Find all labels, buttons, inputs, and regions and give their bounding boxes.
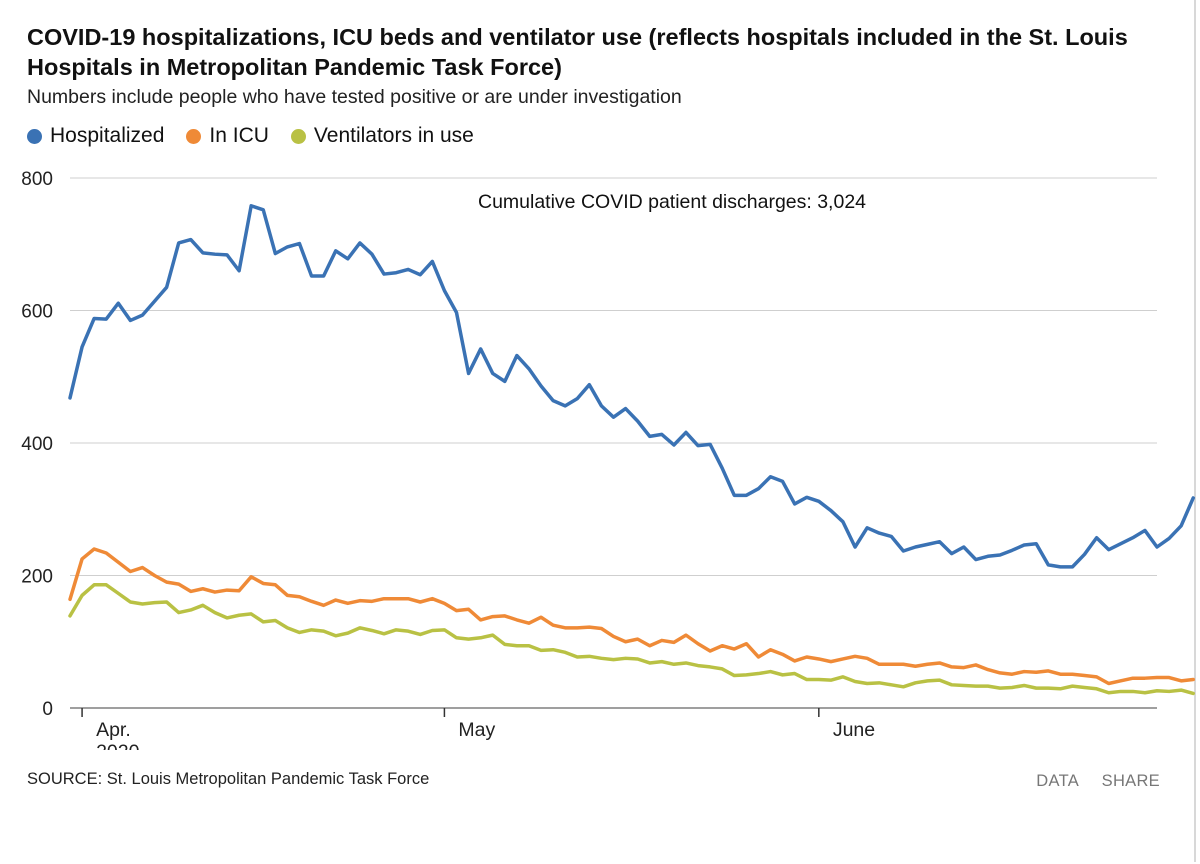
line-chart: 0 200 400 600 800 Apr. 2020 May June Cumulative…	[21, 169, 1195, 760]
legend-item-hospitalized: Hospitalized	[27, 124, 164, 148]
x-axis: Apr. 2020 May June	[70, 707, 1157, 760]
legend-marker-in-icu	[186, 128, 202, 144]
source-note: SOURCE: St. Louis Metropolitan Pandemic …	[27, 770, 430, 788]
series-line-in-icu	[68, 547, 1195, 686]
legend-item-ventilators: Ventilators in use	[290, 124, 474, 148]
legend-label-in-icu: In ICU	[209, 124, 269, 147]
y-tick-label-400: 400	[21, 434, 53, 455]
series-line-ventilators-in-use	[68, 583, 1195, 696]
series-lines	[68, 204, 1195, 696]
chart-subtitle: Numbers include people who have tested p…	[27, 86, 682, 108]
legend-marker-ventilators	[290, 128, 306, 144]
y-tick-label-200: 200	[21, 567, 53, 588]
y-tick-label-0: 0	[42, 699, 53, 720]
legend-item-in-icu: In ICU	[186, 124, 269, 148]
legend-marker-hospitalized	[27, 128, 42, 144]
chart-annotation: Cumulative COVID patient discharges: 3,0…	[478, 191, 866, 213]
y-tick-label-800: 800	[21, 169, 53, 190]
legend-label-ventilators: Ventilators in use	[313, 124, 474, 147]
legend: Hospitalized In ICU Ventilators in use	[27, 124, 496, 148]
gridlines	[70, 177, 1157, 576]
chart-title: COVID-19 hospitalizations, ICU beds and …	[27, 24, 1128, 80]
series-line-hospitalized	[68, 204, 1195, 569]
footer-links: DATA SHARE	[1018, 772, 1160, 791]
data-link[interactable]: DATA	[1036, 772, 1080, 790]
x-tick-label-may: May	[458, 719, 495, 741]
y-tick-label-600: 600	[21, 302, 53, 323]
x-tick-label-june: June	[833, 719, 875, 741]
share-link[interactable]: SHARE	[1101, 772, 1160, 790]
legend-label-hospitalized: Hospitalized	[50, 124, 165, 147]
x-tick-label-apr-2020: Apr. 2020	[96, 719, 140, 760]
y-axis: 0 200 400 600 800	[21, 169, 53, 720]
